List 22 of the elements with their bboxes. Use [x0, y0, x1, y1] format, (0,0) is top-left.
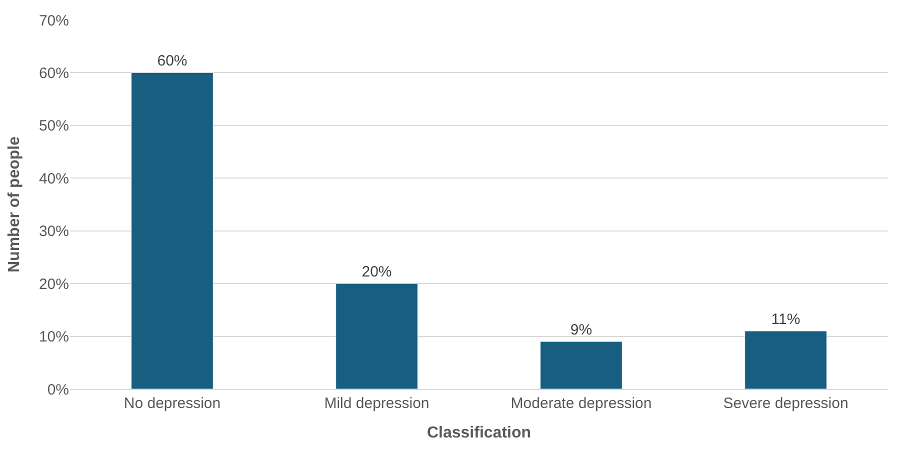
y-tick-label: 10% [38, 328, 69, 346]
bar [744, 330, 827, 389]
x-tick-label: Moderate depression [510, 395, 652, 412]
y-tick-label: 40% [38, 170, 69, 188]
y-tick-label: 50% [38, 118, 69, 135]
y-tick-label: 60% [38, 64, 69, 82]
bar [131, 72, 214, 389]
y-tick-label: 0% [47, 381, 69, 398]
data-label: 11% [771, 311, 800, 328]
y-tick-label: 30% [38, 223, 69, 240]
y-tick-label: 70% [38, 12, 69, 30]
x-axis-title: Classification [426, 424, 532, 442]
y-tick-label: 20% [38, 276, 69, 293]
bar [336, 283, 418, 389]
x-tick-label: Severe depression [723, 395, 848, 412]
data-label: 60% [157, 52, 188, 70]
x-tick-label: No depression [124, 395, 221, 412]
x-tick-label: Mild depression [324, 395, 430, 412]
data-label: 9% [570, 322, 592, 339]
y-axis-title: Number of people [6, 136, 23, 273]
data-label: 20% [362, 264, 392, 281]
bar [540, 341, 622, 389]
